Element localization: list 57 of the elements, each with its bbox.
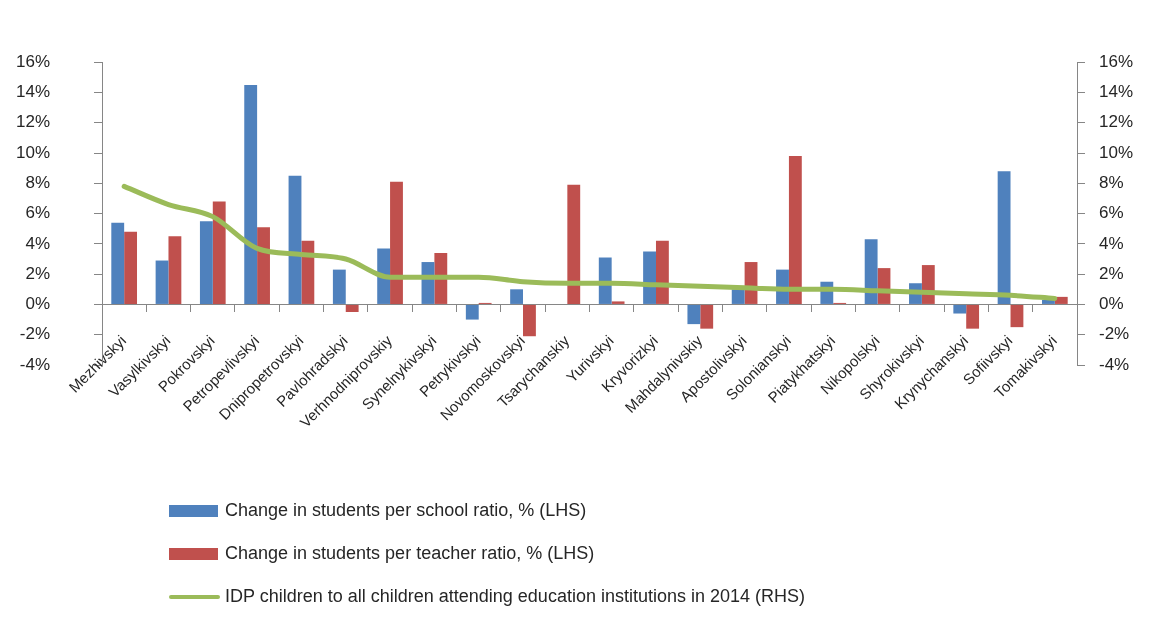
bar bbox=[966, 304, 980, 329]
bar bbox=[643, 251, 656, 304]
legend-label: IDP children to all children attending education institutions in 2014 (RHS) bbox=[225, 585, 805, 606]
bar bbox=[199, 221, 213, 304]
bar bbox=[611, 301, 625, 304]
y2-tick-label: 8% bbox=[1099, 173, 1124, 193]
y-tick-label: -4% bbox=[19, 354, 50, 374]
bar bbox=[111, 222, 125, 304]
legend-label: Change in students per teacher ratio, % (LHS) bbox=[225, 542, 595, 563]
bar bbox=[390, 181, 403, 304]
bar bbox=[345, 304, 359, 313]
bar bbox=[288, 175, 302, 304]
y-tick-label: 14% bbox=[15, 82, 50, 102]
bar bbox=[1010, 304, 1024, 328]
bar bbox=[124, 231, 138, 304]
bar bbox=[788, 156, 802, 304]
bar bbox=[244, 84, 258, 304]
y-tick-label: 12% bbox=[15, 112, 50, 132]
y2-tick-label: 2% bbox=[1099, 263, 1124, 283]
y-tick-label: -2% bbox=[19, 324, 50, 344]
bar bbox=[434, 252, 448, 304]
y-tick-label: 16% bbox=[15, 51, 50, 71]
bar bbox=[731, 289, 745, 304]
bar bbox=[864, 239, 878, 304]
y-tick-label: 8% bbox=[25, 173, 50, 193]
y2-tick-label: 0% bbox=[1099, 294, 1124, 314]
y2-tick-label: 4% bbox=[1099, 233, 1124, 253]
y2-tick-label: 14% bbox=[1099, 82, 1134, 102]
bar bbox=[212, 201, 226, 304]
bar bbox=[997, 171, 1011, 304]
bar bbox=[301, 240, 315, 304]
bar bbox=[168, 236, 182, 304]
y-tick-label: 10% bbox=[15, 142, 50, 162]
bar bbox=[655, 240, 669, 304]
y2-tick-label: -2% bbox=[1099, 324, 1130, 344]
bar bbox=[1054, 296, 1068, 304]
y2-tick-label: 12% bbox=[1099, 112, 1134, 132]
y-tick-label: 2% bbox=[25, 263, 50, 283]
bar bbox=[155, 260, 169, 304]
y2-tick-label: 10% bbox=[1099, 142, 1134, 162]
y-tick-label: 6% bbox=[25, 203, 50, 223]
bar bbox=[700, 304, 714, 329]
y2-tick-label: 16% bbox=[1099, 51, 1134, 71]
bar bbox=[510, 289, 524, 304]
bar bbox=[523, 304, 536, 337]
y2-tick-label: -4% bbox=[1099, 354, 1130, 374]
bar bbox=[1041, 299, 1055, 304]
bar bbox=[567, 184, 581, 304]
y-tick-label: 0% bbox=[25, 294, 50, 314]
bar bbox=[332, 269, 346, 304]
legend-label: Change in students per school ratio, % (LHS) bbox=[225, 499, 587, 520]
bar bbox=[687, 304, 701, 325]
bar bbox=[953, 304, 967, 314]
bar bbox=[257, 227, 270, 304]
bar bbox=[465, 304, 479, 320]
y-tick-label: 4% bbox=[25, 233, 50, 253]
y2-tick-label: 6% bbox=[1099, 203, 1124, 223]
